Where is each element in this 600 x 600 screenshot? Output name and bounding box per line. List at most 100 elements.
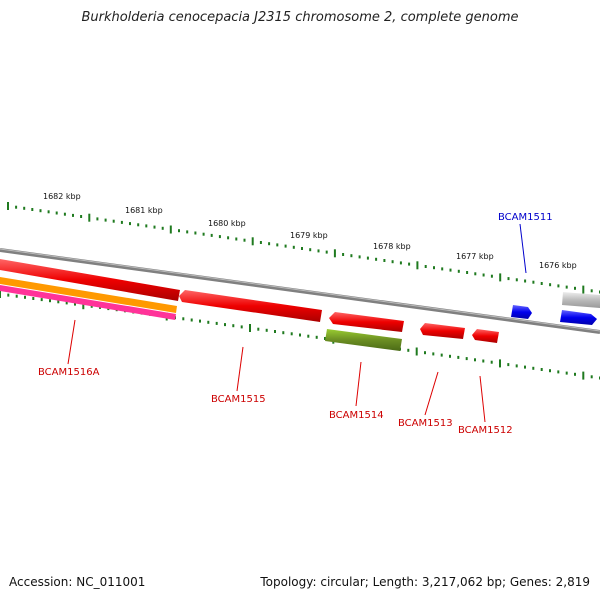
gene-bcam1514-feature[interactable]	[329, 312, 404, 332]
ruler-major-tick	[0, 290, 1, 298]
ruler-label: 1680 kbp	[208, 219, 246, 228]
gene-label-bcam1511[interactable]: BCAM1511	[498, 212, 553, 223]
ruler-major-tick	[499, 359, 501, 368]
chromosome-backbone	[0, 248, 600, 334]
ruler-minor-tick	[129, 222, 131, 226]
ruler-minor-tick	[145, 224, 148, 228]
ruler-minor-tick	[407, 348, 410, 352]
ruler-minor-tick	[47, 210, 50, 214]
ruler-minor-tick	[540, 368, 543, 371]
ruler-minor-tick	[532, 366, 535, 370]
ruler-minor-tick	[590, 289, 593, 293]
map-title: Burkholderia cenocepacia J2315 chromosom…	[81, 10, 519, 25]
ruler-minor-tick	[565, 371, 568, 375]
ruler-minor-tick	[540, 282, 543, 285]
gene-bcam1516a-pink-track	[0, 285, 176, 320]
ruler-minor-tick	[524, 279, 527, 283]
ruler-minor-tick	[274, 330, 276, 333]
ruler-minor-tick	[194, 231, 197, 235]
ruler-minor-tick	[265, 328, 268, 332]
ruler-minor-tick	[324, 337, 326, 340]
ruler-minor-tick	[224, 323, 226, 327]
ruler-minor-tick	[441, 267, 444, 271]
ruler-minor-tick	[482, 359, 485, 363]
callout-line-bcam1515	[236, 346, 244, 392]
gene-bcam1513-feature[interactable]	[420, 323, 465, 339]
ruler-minor-tick	[424, 265, 427, 268]
ruler-minor-tick	[465, 357, 468, 361]
ruler-minor-tick	[74, 302, 76, 306]
ruler-label: 1682 kbp	[43, 192, 81, 201]
ruler-minor-tick	[120, 220, 123, 224]
ruler-minor-tick	[590, 375, 593, 379]
ruler-minor-tick	[63, 212, 66, 216]
ruler-minor-tick	[457, 269, 460, 273]
ruler-major-tick	[88, 213, 91, 222]
ruler-minor-tick	[490, 274, 493, 278]
ruler-minor-tick	[482, 273, 485, 277]
ruler-minor-tick	[301, 247, 303, 250]
ruler-minor-tick	[15, 294, 18, 298]
ruler-minor-tick	[358, 255, 361, 259]
ruler-minor-tick	[182, 317, 185, 321]
ruler-minor-tick	[7, 293, 10, 297]
gene-label-bcam1515[interactable]: BCAM1515	[211, 394, 266, 405]
ruler-minor-tick	[55, 211, 58, 215]
ruler-minor-tick	[449, 354, 451, 358]
ruler-minor-tick	[178, 229, 180, 233]
gene-bcam1511-feature[interactable]	[511, 305, 532, 319]
ruler-minor-tick	[276, 243, 279, 247]
ruler-label: 1677 kbp	[456, 252, 494, 261]
ruler-minor-tick	[243, 238, 246, 242]
gene-bcam1515-feature[interactable]	[179, 290, 322, 322]
ruler-minor-tick	[186, 230, 189, 234]
ruler-minor-tick	[202, 232, 205, 236]
gene-label-bcam1516a[interactable]: BCAM1516A	[38, 367, 100, 378]
ruler-minor-tick	[325, 250, 328, 254]
ruler-minor-tick	[315, 335, 318, 339]
ruler-minor-tick	[507, 363, 510, 367]
ruler-major-tick	[415, 347, 418, 356]
ruler-label: 1679 kbp	[290, 231, 328, 240]
gene-label-bcam1514[interactable]: BCAM1514	[329, 410, 384, 421]
ruler-minor-tick	[31, 208, 34, 211]
ruler-major-tick	[416, 261, 419, 270]
ruler-minor-tick	[457, 355, 460, 359]
ruler-minor-tick	[153, 225, 156, 229]
ruler-minor-tick	[515, 364, 518, 368]
gene-bcam1512-feature[interactable]	[472, 329, 499, 343]
ruler-minor-tick	[424, 351, 426, 355]
ruler-minor-tick	[474, 272, 477, 276]
ruler-minor-tick	[215, 321, 218, 325]
ruler-minor-tick	[391, 260, 394, 264]
ruler-minor-tick	[350, 254, 353, 258]
accession-label: Accession: NC_011001	[9, 575, 146, 589]
ruler-minor-tick	[104, 218, 107, 222]
ruler-major-tick	[7, 202, 9, 210]
ruler-minor-tick	[218, 235, 221, 239]
ruler-minor-tick	[199, 319, 201, 323]
ruler-label: 1681 kbp	[125, 206, 163, 215]
gene-label-bcam1512[interactable]: BCAM1512	[458, 425, 513, 436]
ruler-minor-tick	[290, 332, 293, 336]
ruler-minor-tick	[259, 241, 262, 244]
ruler-minor-tick	[49, 299, 51, 303]
ruler-minor-tick	[40, 298, 43, 302]
ruler-minor-tick	[466, 271, 469, 274]
ruler-minor-tick	[383, 259, 386, 262]
ruler-label: 1676 kbp	[539, 261, 577, 270]
ruler-minor-tick	[342, 253, 345, 256]
ruler-minor-tick	[112, 219, 115, 223]
chromosome-backbone-highlight	[0, 248, 600, 332]
ruler-minor-tick	[23, 206, 26, 210]
ruler-minor-tick	[257, 327, 260, 331]
ruler-minor-tick	[432, 352, 435, 356]
ruler-minor-tick	[449, 268, 452, 272]
gene-label-bcam1513[interactable]: BCAM1513	[398, 418, 453, 429]
gene-bcam1511-adjacent-feature	[560, 310, 597, 325]
gene-bcam1516a-feature[interactable]	[0, 259, 180, 301]
ruler-major-tick	[582, 371, 585, 380]
ruler-minor-tick	[565, 285, 568, 289]
ruler-minor-tick	[299, 333, 301, 337]
ruler-minor-tick	[80, 215, 83, 218]
